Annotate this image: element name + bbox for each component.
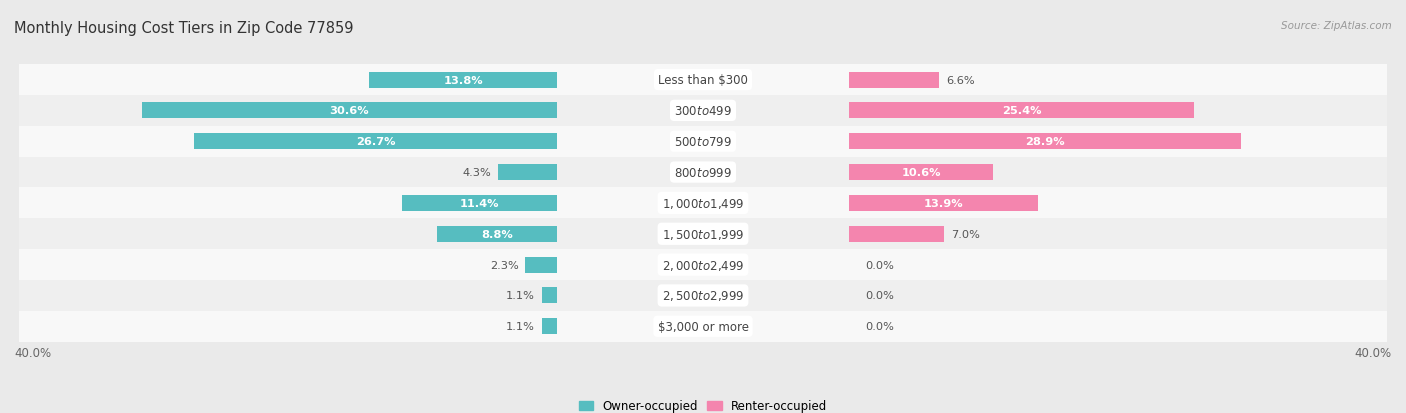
- Bar: [20, 126, 1386, 157]
- Bar: [370, 72, 557, 88]
- Bar: [20, 280, 1386, 311]
- Bar: [437, 226, 557, 242]
- Text: 40.0%: 40.0%: [14, 346, 51, 359]
- Text: $800 to $999: $800 to $999: [673, 166, 733, 179]
- Bar: [849, 226, 945, 242]
- Text: 0.0%: 0.0%: [865, 260, 894, 270]
- Text: 26.7%: 26.7%: [356, 137, 395, 147]
- Text: $3,000 or more: $3,000 or more: [658, 320, 748, 333]
- Bar: [20, 157, 1386, 188]
- Text: $1,500 to $1,999: $1,500 to $1,999: [662, 227, 744, 241]
- Text: 0.0%: 0.0%: [865, 322, 894, 332]
- Bar: [849, 134, 1241, 150]
- Text: 0.0%: 0.0%: [865, 291, 894, 301]
- Bar: [20, 96, 1386, 126]
- Bar: [526, 257, 557, 273]
- Bar: [194, 134, 557, 150]
- Text: 1.1%: 1.1%: [506, 291, 534, 301]
- Text: 10.6%: 10.6%: [901, 168, 941, 178]
- Text: 28.9%: 28.9%: [1025, 137, 1066, 147]
- Bar: [849, 72, 939, 88]
- Text: 30.6%: 30.6%: [329, 106, 368, 116]
- Text: 8.8%: 8.8%: [481, 229, 513, 239]
- Text: 7.0%: 7.0%: [952, 229, 980, 239]
- Text: 25.4%: 25.4%: [1002, 106, 1042, 116]
- Bar: [849, 195, 1038, 211]
- Text: $500 to $799: $500 to $799: [673, 135, 733, 148]
- Text: $1,000 to $1,499: $1,000 to $1,499: [662, 197, 744, 210]
- Text: Less than $300: Less than $300: [658, 74, 748, 87]
- Bar: [20, 219, 1386, 249]
- Text: 11.4%: 11.4%: [460, 198, 499, 209]
- Bar: [849, 165, 993, 180]
- Bar: [498, 165, 557, 180]
- Text: 1.1%: 1.1%: [506, 322, 534, 332]
- Text: 6.6%: 6.6%: [946, 75, 974, 85]
- Bar: [20, 249, 1386, 280]
- Text: 13.9%: 13.9%: [924, 198, 963, 209]
- Bar: [402, 195, 557, 211]
- Text: 4.3%: 4.3%: [463, 168, 491, 178]
- Bar: [20, 311, 1386, 342]
- Text: 2.3%: 2.3%: [489, 260, 519, 270]
- Text: 13.8%: 13.8%: [443, 75, 482, 85]
- Text: $300 to $499: $300 to $499: [673, 104, 733, 118]
- Bar: [541, 288, 557, 304]
- Bar: [142, 103, 557, 119]
- Text: $2,500 to $2,999: $2,500 to $2,999: [662, 289, 744, 303]
- Text: 40.0%: 40.0%: [1355, 346, 1392, 359]
- Bar: [849, 103, 1194, 119]
- Text: Monthly Housing Cost Tiers in Zip Code 77859: Monthly Housing Cost Tiers in Zip Code 7…: [14, 21, 353, 36]
- Text: Source: ZipAtlas.com: Source: ZipAtlas.com: [1281, 21, 1392, 31]
- Bar: [20, 188, 1386, 219]
- Legend: Owner-occupied, Renter-occupied: Owner-occupied, Renter-occupied: [574, 395, 832, 413]
- Bar: [20, 65, 1386, 96]
- Text: $2,000 to $2,499: $2,000 to $2,499: [662, 258, 744, 272]
- Bar: [541, 318, 557, 335]
